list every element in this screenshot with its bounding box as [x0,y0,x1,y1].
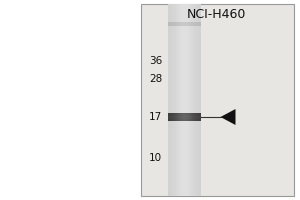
Bar [141,4,294,196]
Text: 10: 10 [149,153,162,163]
Text: 36: 36 [149,56,162,66]
Polygon shape [220,109,236,125]
Text: 17: 17 [149,112,162,122]
Text: NCI-H460: NCI-H460 [186,8,246,21]
Text: 28: 28 [149,74,162,84]
